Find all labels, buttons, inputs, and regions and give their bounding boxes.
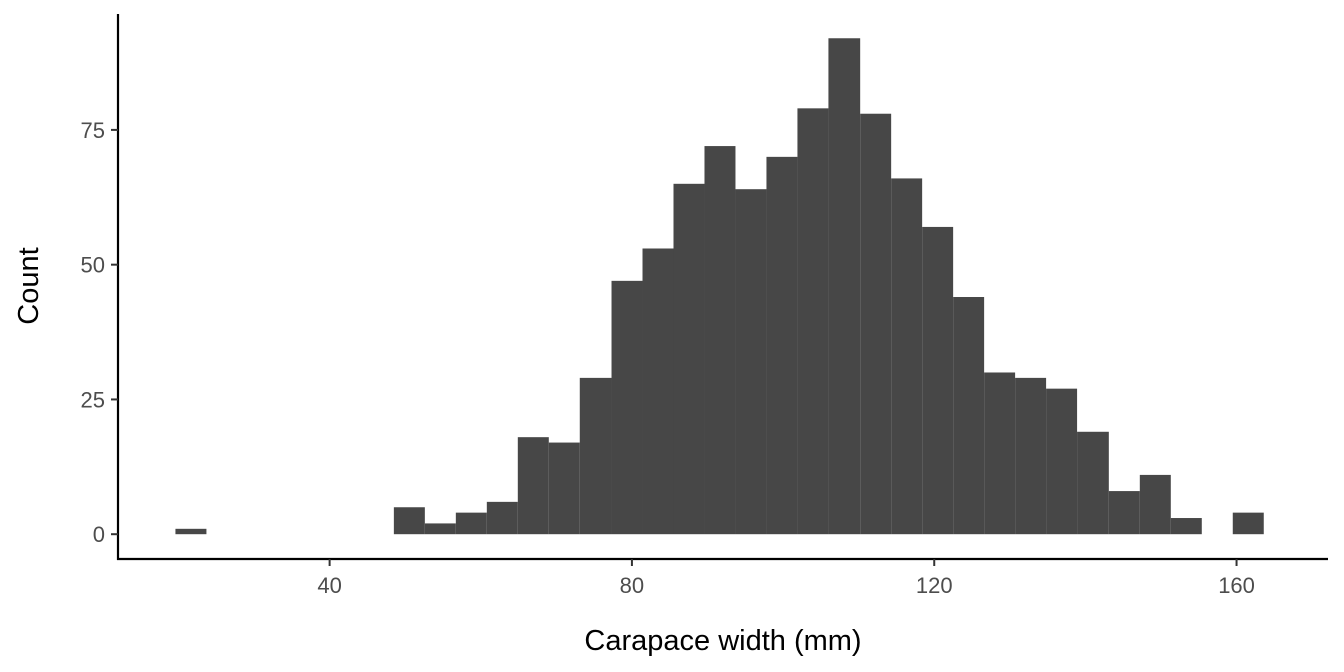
histogram-bar: [1232, 512, 1264, 535]
histogram-bar: [486, 501, 518, 535]
histogram-bar: [393, 507, 425, 535]
x-axis-ticks: 40 80 120 160: [317, 559, 1255, 598]
x-tick-label: 80: [620, 573, 644, 598]
y-tick-label: 75: [81, 118, 105, 143]
histogram-bar: [455, 512, 487, 535]
histogram-bar: [673, 183, 705, 535]
histogram-bar: [642, 248, 674, 535]
x-axis-title: Carapace width (mm): [584, 625, 861, 657]
y-tick-label: 0: [93, 522, 105, 547]
y-axis-title: Count: [13, 247, 45, 324]
histogram-bar: [953, 297, 985, 535]
histogram-bar: [704, 146, 736, 535]
histogram-bar: [891, 178, 923, 535]
histogram-bar: [766, 156, 798, 535]
y-tick-label: 25: [81, 387, 105, 412]
histogram-bar: [517, 437, 549, 535]
x-tick-label: 160: [1218, 573, 1255, 598]
histogram-bar: [797, 108, 829, 535]
histogram-bar: [548, 442, 580, 535]
histogram-bar: [922, 226, 954, 535]
histogram-bar: [1046, 388, 1078, 535]
histogram-bar: [828, 38, 861, 535]
x-tick-label: 40: [317, 573, 341, 598]
y-axis-ticks: 0 25 50 75: [81, 118, 118, 547]
histogram-bar: [860, 113, 892, 535]
histogram-bar: [1108, 491, 1140, 535]
histogram-bar: [735, 189, 767, 535]
axes: [116, 14, 1328, 561]
histogram-bar: [1139, 474, 1171, 535]
histogram-bar: [175, 528, 207, 535]
x-tick-label: 120: [916, 573, 953, 598]
histogram-bar: [1170, 518, 1202, 535]
histogram-bars: [175, 38, 1264, 535]
histogram-bar: [1015, 377, 1047, 535]
histogram-bar: [1077, 431, 1109, 535]
y-tick-label: 50: [81, 253, 105, 278]
histogram-bar: [984, 372, 1016, 535]
histogram-bar: [424, 523, 456, 535]
histogram-bar: [611, 280, 643, 535]
histogram-bar: [579, 377, 612, 535]
